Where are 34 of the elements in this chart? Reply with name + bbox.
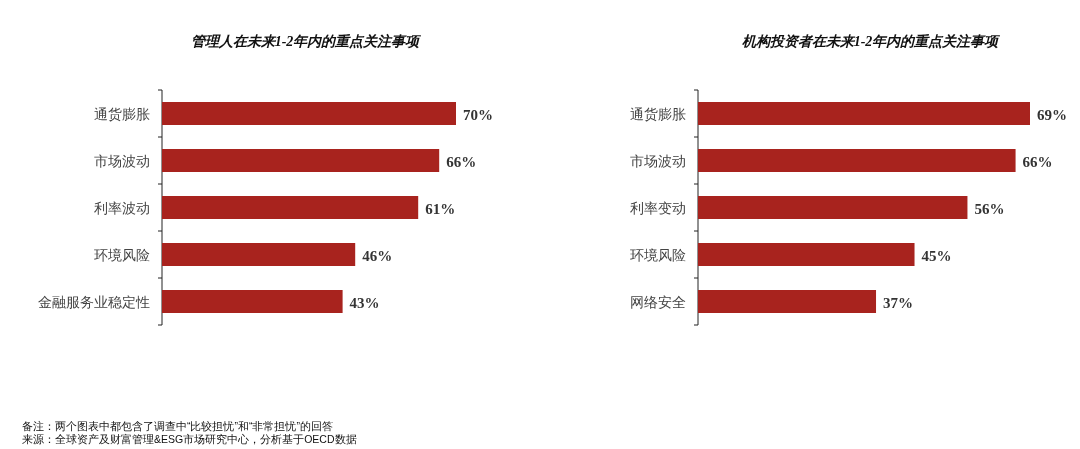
data-label: 43% bbox=[349, 294, 380, 311]
chart-title: 管理人在未来1-2年内的重点关注事项 bbox=[190, 33, 423, 49]
data-label: 66% bbox=[446, 153, 477, 170]
data-label: 46% bbox=[362, 247, 393, 264]
chart-title: 机构投资者在未来1-2年内的重点关注事项 bbox=[740, 33, 1002, 49]
bar bbox=[162, 149, 440, 172]
data-label: 37% bbox=[883, 294, 914, 311]
y-tick-label: 利率波动 bbox=[94, 200, 150, 216]
text: 备注：两个图表中都包含了调查中“比较担忧”和“非常担忧”的回答 bbox=[22, 420, 333, 432]
bar bbox=[162, 102, 456, 125]
y-tick-label: 环境风险 bbox=[94, 247, 150, 263]
source-note: 来源：全球资产及财富管理&ESG市场研究中心，分析基于OECD数据 bbox=[22, 433, 357, 445]
bar bbox=[698, 196, 968, 219]
y-tick-label: 市场波动 bbox=[94, 153, 150, 169]
bar bbox=[698, 149, 1016, 172]
y-tick-label: 金融服务业稳定性 bbox=[38, 294, 150, 310]
y-tick-label: 通货膨胀 bbox=[630, 106, 686, 122]
y-tick-label: 通货膨胀 bbox=[94, 106, 150, 122]
bar bbox=[698, 243, 915, 266]
bar bbox=[162, 290, 343, 313]
data-label: 61% bbox=[425, 200, 456, 217]
data-label: 69% bbox=[1037, 106, 1067, 123]
data-label: 56% bbox=[974, 200, 1005, 217]
bar bbox=[698, 290, 877, 313]
y-tick-label: 网络安全 bbox=[630, 294, 686, 310]
y-tick-label: 环境风险 bbox=[630, 247, 686, 263]
bar bbox=[162, 196, 419, 219]
bar bbox=[698, 102, 1030, 125]
data-label: 70% bbox=[463, 106, 493, 123]
data-label: 66% bbox=[1022, 153, 1053, 170]
data-label: 45% bbox=[921, 247, 952, 264]
y-tick-label: 利率变动 bbox=[630, 200, 686, 216]
bar bbox=[162, 243, 356, 266]
y-tick-label: 市场波动 bbox=[630, 153, 686, 169]
